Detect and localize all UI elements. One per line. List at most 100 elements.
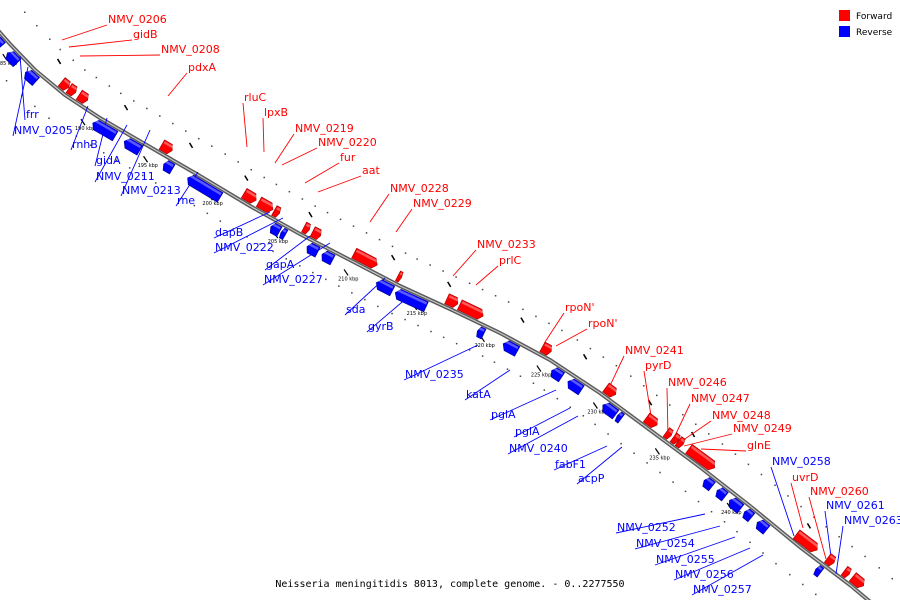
- reverse-gene: [755, 519, 771, 535]
- forward-gene: [662, 427, 674, 440]
- grid-dot: [493, 361, 496, 363]
- grid-dot: [646, 462, 648, 464]
- reverse-gene-label: fabF1: [555, 458, 586, 471]
- reverse-leader-line: [654, 536, 736, 566]
- forward-gene: [823, 553, 837, 567]
- tick-label: 235 kbp: [649, 455, 669, 461]
- grid-dot: [49, 38, 51, 40]
- reverse-leader-line: [120, 129, 151, 197]
- grid-dot: [141, 174, 144, 177]
- reverse-gene-label: NMV_0222: [215, 241, 274, 254]
- reverse-gene-label: NMV_0211: [96, 170, 155, 183]
- grid-dot: [378, 238, 381, 241]
- tick-label: 215 kbp: [407, 311, 427, 317]
- minor-tick: [447, 281, 452, 288]
- reverse-gene: [550, 367, 566, 383]
- reverse-gene-label: NMV_0255: [656, 553, 715, 566]
- grid-dot: [211, 145, 213, 147]
- reverse-leader-line: [213, 217, 284, 254]
- reverse-gene-label: rnhB: [72, 138, 98, 151]
- legend-reverse-swatch: [839, 26, 850, 37]
- forward-gene: [456, 299, 485, 320]
- forward-leader-line: [700, 448, 747, 452]
- grid-dot: [89, 144, 92, 147]
- grid-dot: [615, 364, 618, 367]
- tick-label: 225 kbp: [531, 373, 551, 379]
- grid-dot: [481, 355, 484, 357]
- grid-dot: [607, 433, 609, 435]
- forward-gene-label: NMV_0260: [810, 485, 869, 498]
- forward-leader-line: [68, 39, 133, 48]
- forward-gene-label: fur: [340, 151, 356, 164]
- grid-dot: [314, 205, 316, 207]
- forward-leader-line: [167, 72, 188, 97]
- grid-dot: [455, 276, 457, 278]
- grid-dot: [481, 288, 484, 291]
- forward-leader-line: [544, 312, 565, 343]
- grid-dot: [237, 161, 239, 163]
- grid-dot: [62, 126, 65, 129]
- reverse-leader-line: [366, 296, 409, 333]
- minor-tick: [582, 353, 588, 360]
- tick-label: 230 kbp: [587, 410, 607, 416]
- minor-tick: [188, 142, 194, 149]
- reverse-gene-label: NMV_0263: [844, 514, 900, 527]
- grid-dot: [815, 593, 817, 596]
- grid-dot: [154, 182, 157, 184]
- tick-mark: [343, 269, 349, 276]
- grid-dot: [507, 301, 510, 303]
- reverse-gene-label: acpP: [578, 472, 605, 485]
- reverse-gene-label: katA: [466, 388, 491, 401]
- grid-dot: [736, 530, 738, 533]
- grid-dot: [878, 567, 880, 569]
- grid-dot: [285, 257, 288, 260]
- grid-dot: [630, 375, 632, 377]
- forward-gene-label: lpxB: [264, 106, 288, 119]
- reverse-leader-line: [403, 344, 479, 381]
- grid-dot: [115, 159, 118, 162]
- grid-dot: [747, 463, 750, 466]
- tick-label: 200 kbp: [202, 201, 222, 207]
- forward-gene: [685, 443, 717, 471]
- forward-leader-line: [683, 433, 733, 447]
- forward-gene: [669, 432, 681, 445]
- reverse-gene-label: NMV_0254: [636, 537, 695, 550]
- forward-gene: [642, 412, 659, 429]
- reverse-gene: [24, 69, 41, 87]
- reverse-leader-line: [213, 211, 271, 239]
- reverse-gene-label: gidA: [96, 154, 121, 167]
- forward-gene: [271, 205, 282, 218]
- forward-gene-label: NMV_0241: [625, 344, 684, 357]
- grid-dot: [108, 85, 111, 87]
- grid-dot: [556, 397, 559, 400]
- forward-leader-line: [242, 102, 248, 148]
- grid-dot: [710, 510, 713, 513]
- reverse-gene-label: rne: [177, 194, 195, 207]
- grid-dot: [288, 190, 291, 193]
- grid-dot: [263, 176, 265, 179]
- grid-dot: [404, 318, 406, 321]
- grid-dot: [193, 204, 196, 207]
- reverse-gene-label: NMV_0257: [693, 583, 752, 596]
- forward-gene-label: rpoN': [588, 317, 618, 330]
- grid-dot: [749, 541, 751, 544]
- forward-leader-line: [452, 249, 477, 277]
- legend-forward-label: Forward: [856, 12, 892, 22]
- reverse-leader-line: [94, 124, 128, 183]
- tick-label: 205 kbp: [268, 239, 288, 245]
- reverse-gene-label: gapA: [266, 258, 295, 271]
- reverse-gene: [306, 242, 321, 258]
- grid-dot: [582, 415, 585, 417]
- forward-gene: [158, 139, 174, 155]
- grid-dot: [301, 198, 304, 200]
- reverse-gene-label: NMV_0213: [122, 184, 181, 197]
- forward-gene: [65, 83, 78, 97]
- grid-dot: [416, 258, 418, 260]
- grid-dot: [391, 312, 393, 315]
- grid-dot: [377, 305, 379, 308]
- reverse-leader-line: [576, 446, 623, 485]
- grid-dot: [891, 577, 893, 580]
- reverse-gene: [394, 288, 429, 313]
- reverse-gene-label: NMV_0258: [772, 455, 831, 468]
- grid-dot: [95, 76, 98, 79]
